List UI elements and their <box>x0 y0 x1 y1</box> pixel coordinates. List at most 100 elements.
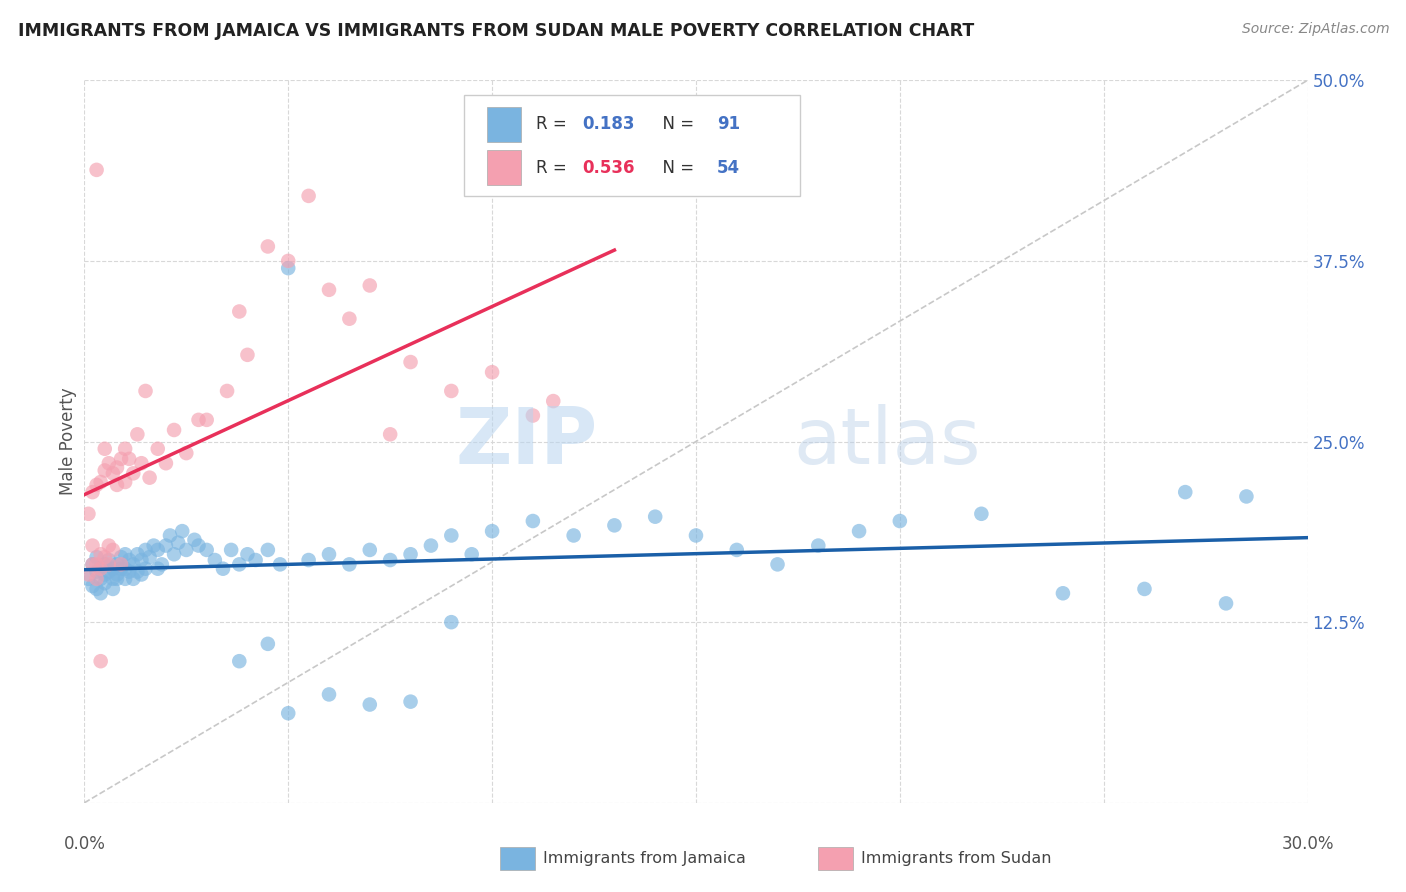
FancyBboxPatch shape <box>818 847 852 870</box>
Point <box>603 518 626 533</box>
Point <box>725 542 748 557</box>
Point <box>318 547 340 561</box>
Point <box>257 637 280 651</box>
Point <box>339 311 361 326</box>
Y-axis label: Male Poverty: Male Poverty <box>59 388 77 495</box>
Point <box>245 553 267 567</box>
Point <box>86 582 108 596</box>
Point <box>359 278 381 293</box>
Point <box>105 460 128 475</box>
FancyBboxPatch shape <box>501 847 534 870</box>
Point <box>644 509 666 524</box>
Point <box>236 547 259 561</box>
Point <box>105 478 128 492</box>
Point <box>461 547 484 561</box>
Point <box>110 550 132 565</box>
Point <box>114 475 136 489</box>
Point <box>380 553 402 567</box>
Point <box>420 539 443 553</box>
Text: 0.0%: 0.0% <box>63 835 105 854</box>
Text: R =: R = <box>536 115 572 133</box>
Point <box>163 547 186 561</box>
Point <box>277 706 299 721</box>
Point <box>77 567 100 582</box>
Point <box>204 553 226 567</box>
Point <box>195 542 218 557</box>
Point <box>110 558 132 572</box>
Point <box>807 539 830 553</box>
Point <box>97 565 120 579</box>
Point <box>122 467 145 481</box>
Point <box>86 565 108 579</box>
Point <box>970 507 993 521</box>
Point <box>114 547 136 561</box>
Point <box>440 528 463 542</box>
Point <box>138 550 160 565</box>
Point <box>146 442 169 456</box>
Point <box>82 485 104 500</box>
Point <box>93 550 115 565</box>
Point <box>217 384 239 398</box>
Point <box>146 542 169 557</box>
Point <box>522 514 544 528</box>
Point <box>440 384 463 398</box>
Point <box>77 507 100 521</box>
Text: R =: R = <box>536 159 572 177</box>
Point <box>685 528 707 542</box>
Text: 54: 54 <box>717 159 740 177</box>
Point <box>127 547 149 561</box>
Point <box>93 442 115 456</box>
Point <box>97 456 120 470</box>
Point <box>150 558 173 572</box>
Point <box>90 586 112 600</box>
Point <box>1236 490 1258 504</box>
Point <box>114 572 136 586</box>
Point <box>298 189 321 203</box>
Point <box>183 533 205 547</box>
Point <box>562 528 585 542</box>
Point <box>101 562 124 576</box>
Point <box>131 456 153 470</box>
Point <box>127 565 149 579</box>
Text: 0.183: 0.183 <box>582 115 634 133</box>
Point <box>277 261 299 276</box>
Point <box>105 572 128 586</box>
Point <box>318 687 340 701</box>
Text: N =: N = <box>652 159 699 177</box>
Text: Immigrants from Sudan: Immigrants from Sudan <box>860 851 1052 866</box>
Point <box>228 654 250 668</box>
Point <box>277 253 299 268</box>
Point <box>131 553 153 567</box>
Point <box>90 547 112 561</box>
Point <box>380 427 402 442</box>
Point <box>228 304 250 318</box>
Point <box>1174 485 1197 500</box>
Point <box>195 413 218 427</box>
Point <box>135 384 157 398</box>
Point <box>228 558 250 572</box>
Point <box>110 562 132 576</box>
Point <box>93 463 115 477</box>
Point <box>236 348 259 362</box>
Point <box>848 524 870 538</box>
Point <box>138 470 160 484</box>
Text: Source: ZipAtlas.com: Source: ZipAtlas.com <box>1241 22 1389 37</box>
Point <box>101 542 124 557</box>
Point <box>82 579 104 593</box>
Point <box>86 478 108 492</box>
Point <box>212 562 235 576</box>
Point <box>522 409 544 423</box>
Point <box>187 539 209 553</box>
Point <box>142 539 165 553</box>
Point <box>118 451 141 466</box>
Point <box>131 567 153 582</box>
Point <box>1052 586 1074 600</box>
Point <box>90 654 112 668</box>
FancyBboxPatch shape <box>486 151 522 185</box>
Point <box>440 615 463 630</box>
Point <box>93 576 115 591</box>
Point <box>174 446 197 460</box>
Point <box>86 550 108 565</box>
Point <box>257 542 280 557</box>
Point <box>105 558 128 572</box>
